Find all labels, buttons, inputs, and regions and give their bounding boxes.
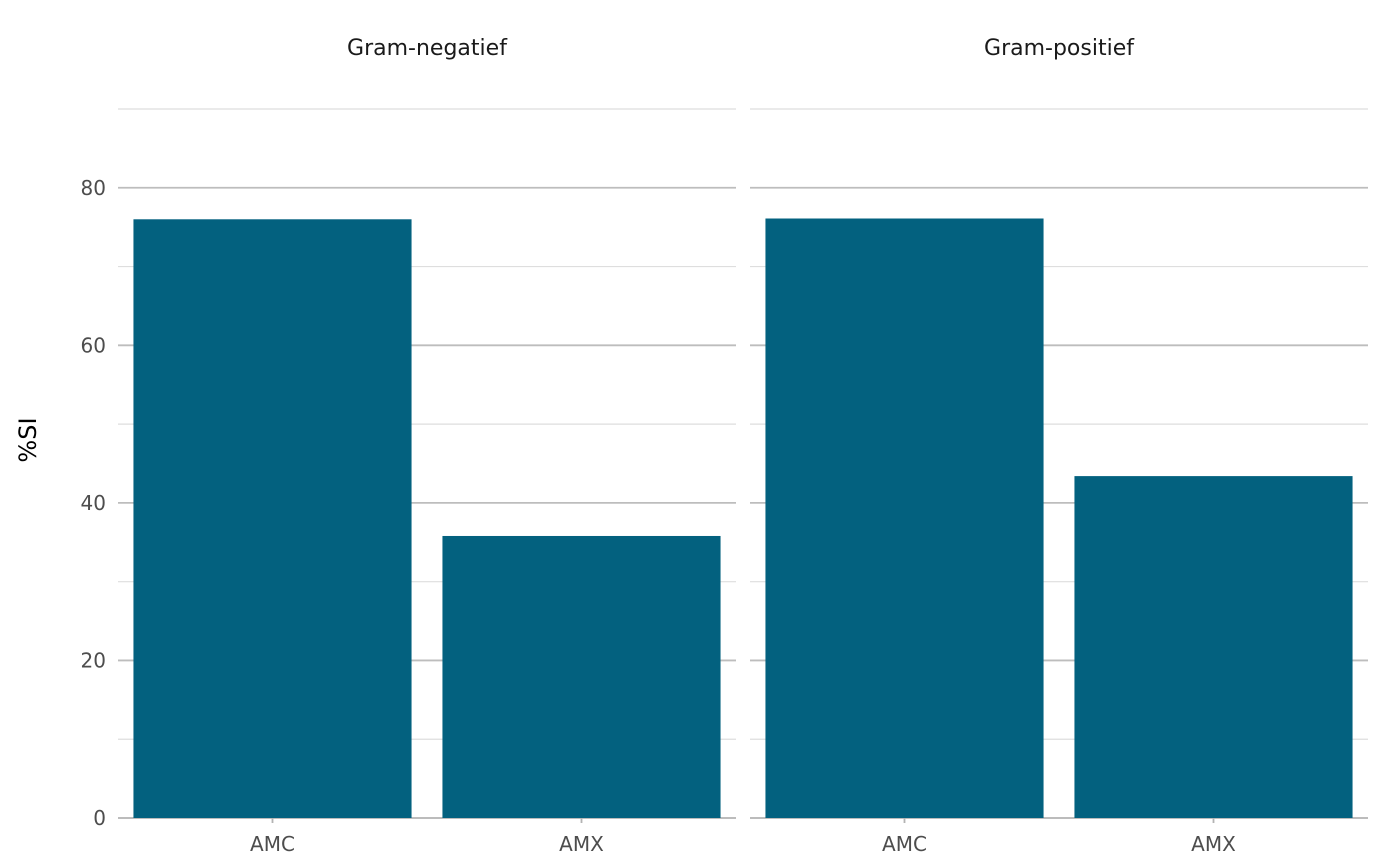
bar-amc [765, 218, 1044, 819]
y-tick-label: 20 [81, 648, 106, 672]
x-tick-label: AMX [1191, 832, 1236, 856]
y-tick-label: 40 [81, 491, 106, 515]
y-tick-label: 80 [81, 176, 106, 200]
bar-amc [133, 219, 412, 819]
y-axis-title: %SI [14, 417, 42, 462]
facet-panel: Gram-positief AMC AMX [750, 36, 1368, 856]
facet-title: Gram-positief [984, 36, 1135, 61]
y-tick-label: 60 [81, 333, 106, 357]
x-tick-label: AMC [250, 832, 295, 856]
bar-amx [442, 535, 721, 818]
x-tick-label: AMC [882, 832, 927, 856]
x-tick-label: AMX [559, 832, 604, 856]
y-axis: 0 20 40 60 80 [81, 176, 106, 830]
facet-title: Gram-negatief [347, 36, 508, 61]
facet-panel: Gram-negatief AMC AMX [118, 36, 736, 856]
facet-panels: Gram-negatief AMC AMX Gram-positief AMC AMX [118, 36, 1368, 856]
bar-amx [1074, 476, 1353, 818]
y-tick-label: 0 [93, 806, 106, 830]
